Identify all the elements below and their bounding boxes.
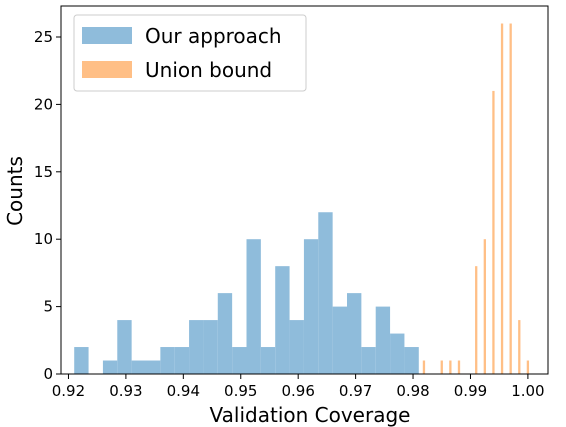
bar-union-bound-1 <box>440 360 443 374</box>
bar-our-approach-16 <box>318 212 333 374</box>
bar-our-approach-22 <box>404 347 419 374</box>
bar-union-bound-10 <box>526 360 530 374</box>
bar-union-bound-5 <box>483 239 486 374</box>
plot-frame <box>60 5 549 375</box>
bar-our-approach-7 <box>189 320 204 374</box>
bar-our-approach-0 <box>74 347 89 374</box>
series-union-bound-bars <box>422 23 530 375</box>
bar-our-approach-11 <box>246 239 261 374</box>
legend-swatch-union-bound <box>82 61 132 78</box>
y-tick-label: 15 <box>34 163 53 181</box>
bar-our-approach-12 <box>260 347 276 374</box>
x-tick-label: 0.97 <box>339 382 372 400</box>
x-tick-label: 0.99 <box>454 382 487 400</box>
legend: Our approach Union bound <box>73 14 307 92</box>
bar-union-bound-2 <box>449 360 452 374</box>
x-tick-label: 0.95 <box>224 382 257 400</box>
bar-union-bound-9 <box>518 320 521 374</box>
bar-our-approach-20 <box>375 306 391 374</box>
x-tick-label: 0.96 <box>281 382 314 400</box>
legend-label-our-approach: Our approach <box>145 24 282 48</box>
x-tick-label: 1.00 <box>511 382 544 400</box>
bar-our-approach-14 <box>289 320 304 374</box>
bar-union-bound-7 <box>500 23 504 375</box>
bar-our-approach-21 <box>390 333 405 374</box>
bar-our-approach-2 <box>117 320 132 374</box>
legend-swatch-our-approach <box>82 27 132 44</box>
bar-our-approach-5 <box>160 347 175 374</box>
x-tick-label: 0.98 <box>396 382 429 400</box>
bar-our-approach-19 <box>361 347 376 374</box>
x-tick-label: 0.93 <box>109 382 142 400</box>
bar-our-approach-18 <box>347 293 362 374</box>
y-tick-label: 5 <box>43 298 53 316</box>
legend-label-union-bound: Union bound <box>145 58 272 82</box>
x-axis-ticks: 0.92 0.93 0.94 0.95 0.96 0.97 0.98 0.99 1.00 <box>52 374 545 400</box>
series-our-approach-bars <box>74 212 419 374</box>
x-tick-label: 0.92 <box>52 382 85 400</box>
bar-our-approach-1 <box>102 360 118 374</box>
bar-our-approach-17 <box>332 306 347 374</box>
bar-union-bound-0 <box>422 360 426 374</box>
bar-our-approach-4 <box>146 360 161 374</box>
bar-our-approach-9 <box>217 293 233 374</box>
bar-our-approach-15 <box>303 239 319 374</box>
bar-union-bound-6 <box>492 90 495 375</box>
y-tick-label: 25 <box>34 28 53 46</box>
x-axis-label: Validation Coverage <box>210 403 411 427</box>
y-axis-label: Counts <box>3 156 27 226</box>
y-tick-label: 10 <box>34 230 53 248</box>
bar-our-approach-3 <box>131 360 146 374</box>
y-axis-ticks: 0 5 10 15 20 25 <box>34 28 61 383</box>
bar-union-bound-8 <box>509 23 512 375</box>
bar-our-approach-8 <box>203 320 218 374</box>
bar-union-bound-4 <box>475 266 478 374</box>
y-tick-label: 20 <box>34 95 53 113</box>
x-tick-label: 0.94 <box>167 382 200 400</box>
bar-our-approach-10 <box>232 347 247 374</box>
y-tick-label: 0 <box>43 365 53 383</box>
bar-union-bound-3 <box>457 360 461 374</box>
bar-our-approach-13 <box>275 266 290 374</box>
bar-our-approach-6 <box>174 347 190 374</box>
